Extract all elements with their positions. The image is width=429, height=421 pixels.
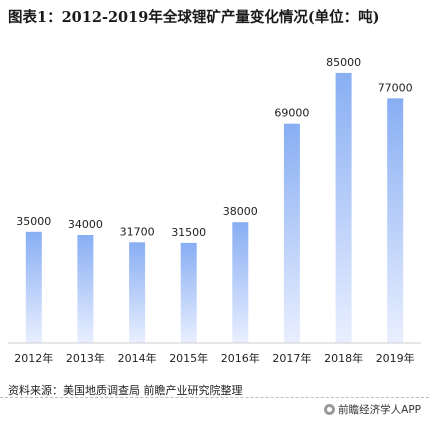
x-tick-label-2019年: 2019年	[376, 351, 415, 365]
bar-2019年	[387, 98, 404, 343]
bar-2012年	[25, 231, 42, 343]
bar-2017年	[283, 123, 300, 343]
x-tick-label-2018年: 2018年	[324, 351, 363, 365]
source-note: 资料来源：美国地质调查局 前瞻产业研究院整理	[8, 384, 243, 397]
data-label-2018年: 85000	[326, 56, 361, 69]
bar-2018年	[335, 72, 352, 344]
x-tick-label-2017年: 2017年	[272, 351, 311, 365]
footer-divider	[0, 397, 429, 398]
data-label-2016年: 38000	[223, 205, 258, 218]
bar-2014年	[129, 242, 146, 343]
bar-chart: 35000 2012年 34000 2013年 31700 2014年 31500 2015年…	[8, 56, 421, 365]
brand-logo-icon	[324, 404, 336, 415]
x-tick-label-2015年: 2015年	[169, 351, 208, 365]
brand-name: 前瞻经济学人APP	[338, 404, 421, 416]
x-tick-label-2013年: 2013年	[66, 351, 105, 365]
brand-mark: 前瞻经济学人APP	[324, 402, 421, 417]
data-label-2015年: 31500	[171, 226, 206, 239]
data-label-2017年: 69000	[274, 107, 309, 120]
x-tick-label-2014年: 2014年	[118, 351, 157, 365]
data-label-2014年: 31700	[120, 225, 155, 238]
data-label-2013年: 34000	[68, 218, 103, 231]
x-tick-label-2016年: 2016年	[221, 351, 260, 365]
chart-title: 图表1：2012-2019年全球锂矿产量变化情况(单位：吨)	[8, 9, 380, 26]
bar-2013年	[77, 235, 94, 343]
data-label-2012年: 35000	[16, 215, 51, 228]
data-label-2019年: 77000	[378, 81, 413, 94]
bar-2015年	[180, 242, 197, 343]
bar-2016年	[232, 222, 249, 343]
x-tick-label-2012年: 2012年	[14, 351, 53, 365]
